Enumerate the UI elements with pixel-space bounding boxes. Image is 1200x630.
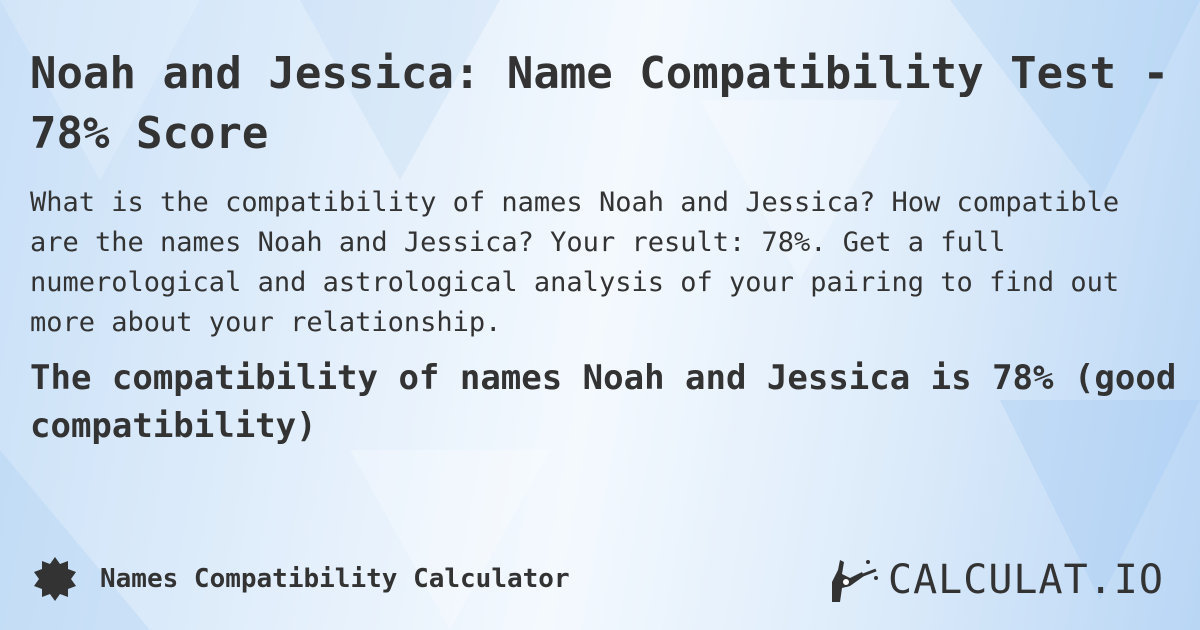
calculator-name: Names Compatibility Calculator — [100, 564, 570, 594]
calculator-label: Names Compatibility Calculator — [32, 556, 570, 602]
hand-wand-icon — [832, 560, 878, 602]
logo-text: CALCULAT.IO — [888, 557, 1164, 603]
page-title: Noah and Jessica: Name Compatibility Tes… — [30, 48, 1170, 159]
description: What is the compatibility of names Noah … — [30, 187, 1120, 338]
calculat-logo[interactable]: CALCULAT.IO — [828, 556, 1164, 604]
result-text: The compatibility of names Noah and Jess… — [30, 358, 1177, 446]
badge-icon — [34, 557, 76, 601]
